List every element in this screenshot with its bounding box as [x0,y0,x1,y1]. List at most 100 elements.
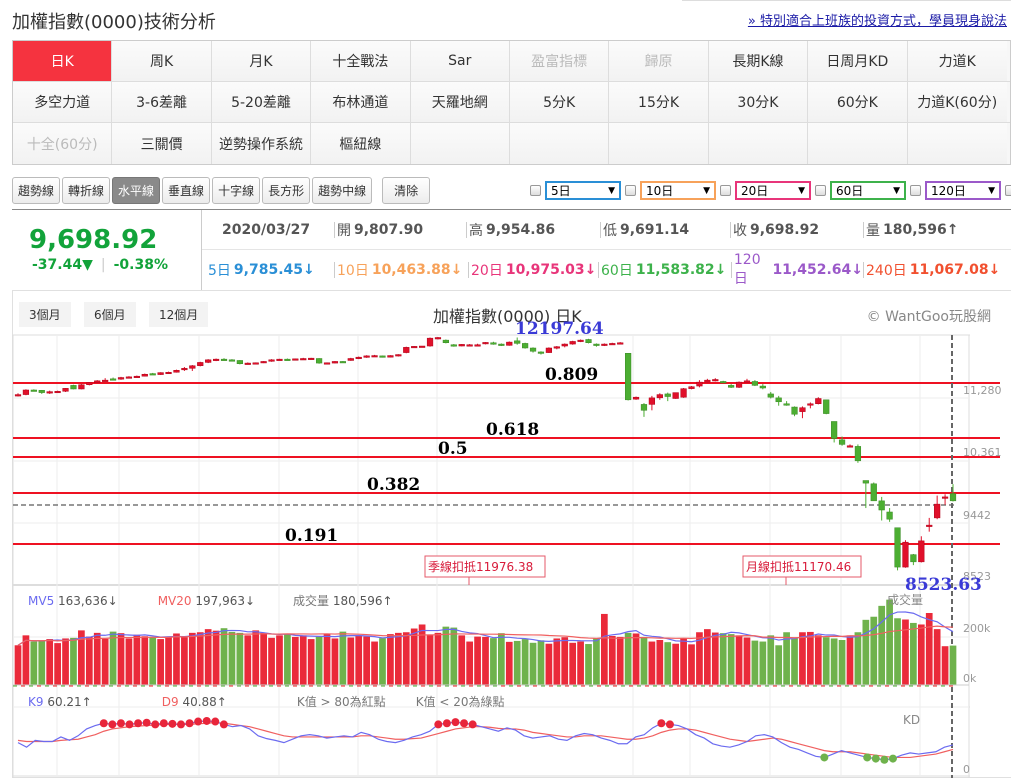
ma-period-select[interactable]: 120日 ▼ [925,181,1001,200]
ma-option: 240日▼ [1005,181,1011,200]
ma-value: 11,452.64↓ [772,262,863,278]
ma-checkbox[interactable] [720,185,731,196]
nav-tab[interactable]: 日K [13,41,113,81]
ohlcv-cell: 收 9,698.92 [730,220,863,240]
dropdown-arrow-icon: ▼ [893,185,900,196]
nav-empty-cell [509,123,610,164]
ohlcv-cell: 量 180,596↑ [863,220,995,240]
ma-value: 11,583.82↓ [635,262,727,278]
period-button[interactable]: 6個月 [84,302,136,327]
clear-button[interactable]: 清除 [382,177,431,204]
ohlcv-value: 9,698.92 [750,221,820,238]
ma-label: 60日 [601,263,633,279]
nav-tab[interactable]: 十全(60分) [13,123,113,164]
ohlcv-value: 9,691.14 [620,221,690,238]
indicator-tab-grid: 日K 周K 月K 十全戰法 Sar 盈富指標 歸原 長期K線 日周月KD 力道K 多空力道 3-6差離… [12,40,1011,165]
ma-checkbox[interactable] [815,185,826,196]
drawing-tool-button[interactable]: 水平線 [112,177,161,204]
ma-period-select[interactable]: 10日 ▼ [640,181,716,200]
quote-panel: 9,698.92 -37.44▼ | -0.38% 2020/03/27 開 9,80… [12,209,1011,290]
ma-option: 10日 ▼ [625,181,716,200]
nav-tab[interactable]: 樞紐線 [311,123,411,164]
ma-checkbox[interactable] [530,185,541,196]
nav-empty-cell [907,123,1007,164]
divider [598,262,599,278]
nav-tab[interactable]: 15分K [609,82,709,122]
nav-tab[interactable]: 布林通道 [311,82,411,122]
quote-summary: 9,698.92 -37.44▼ | -0.38% [12,210,202,290]
ma-checkbox[interactable] [910,185,921,196]
nav-tab[interactable]: 5分K [509,82,610,122]
drawing-tool-button[interactable]: 長方形 [262,177,311,204]
nav-empty-cell [410,123,510,164]
ma-option: 5日 ▼ [530,181,621,200]
nav-tab[interactable]: 盈富指標 [509,41,610,81]
ohlcv-value: 9,954.86 [486,221,556,238]
divider [334,262,335,278]
ohlcv-cell: 開 9,807.90 [334,220,466,240]
nav-tab[interactable]: Sar [410,41,510,81]
drawing-tool-button[interactable]: 十字線 [212,177,261,204]
nav-tab[interactable]: 60分K [808,82,908,122]
ma-label: 240日 [866,263,907,279]
ohlcv-cell: 低 9,691.14 [600,220,730,240]
period-button[interactable]: 3個月 [19,302,71,327]
current-price: 9,698.92 [29,225,158,255]
ohlcv-label: 量 [866,222,880,239]
nav-tab[interactable]: 歸原 [609,41,709,81]
moving-average-row: 5日 9,785.45↓ 10日 10,463.88↓ 20日 10,975.03↓ 60日… [202,250,1011,290]
ma-checkbox[interactable] [1005,185,1011,196]
nav-tab[interactable]: 逆勢操作系統 [211,123,312,164]
nav-tab[interactable]: 多空力道 [13,82,113,122]
nav-row: 十全(60分) 三關價 逆勢操作系統 樞紐線 [13,123,1010,164]
drawing-tool-button[interactable]: 趨勢中線 [312,177,373,204]
ma-value-cell: 240日 11,067.08↓ [863,260,1003,280]
ohlcv-cell: 高 9,954.86 [466,220,600,240]
nav-tab[interactable]: 日周月KD [808,41,908,81]
drawing-tool-button[interactable]: 轉折線 [62,177,111,204]
drawing-tool-button[interactable]: 趨勢線 [12,177,61,204]
nav-tab[interactable]: 十全戰法 [311,41,411,81]
ma-period-select[interactable]: 60日 ▼ [830,181,906,200]
change-percent: -0.38% [113,257,168,273]
divider [863,262,864,278]
nav-empty-cell [808,123,908,164]
nav-tab[interactable]: 月K [211,41,312,81]
nav-tab[interactable]: 5-20差離 [211,82,312,122]
nav-tab[interactable]: 三關價 [112,123,212,164]
nav-tab[interactable]: 力道K(60分) [907,82,1007,122]
ohlcv-value: 180,596↑ [883,221,959,238]
nav-tab[interactable]: 周K [112,41,212,81]
ma-option: 60日 ▼ [815,181,906,200]
ma-period-select[interactable]: 20日 ▼ [735,181,811,200]
ma-label: 120日 [733,252,761,287]
dropdown-arrow-icon: ▼ [798,185,805,196]
ma-select-value: 20日 [741,184,769,198]
ma-checkbox[interactable] [625,185,636,196]
dropdown-arrow-icon: ▼ [608,185,615,196]
nav-tab[interactable]: 長期K線 [708,41,809,81]
divider [863,221,864,238]
ma-value: 11,067.08↓ [909,262,1001,278]
nav-tab[interactable]: 天羅地網 [410,82,510,122]
promo-link[interactable]: » 特別適合上班族的投資方式，學員現身說法 [747,14,1007,29]
ma-label: 20日 [471,263,503,279]
ma-value-cell: 60日 11,583.82↓ [598,260,731,280]
ma-select-value: 5日 [551,184,571,198]
nav-tab[interactable]: 力道K [907,41,1007,81]
ohlcv-label: 收 [733,222,747,239]
drawing-tool-button[interactable]: 垂直線 [162,177,211,204]
ma-period-select[interactable]: 5日 ▼ [545,181,621,200]
period-button[interactable]: 12個月 [149,302,209,327]
nav-tab[interactable]: 30分K [708,82,809,122]
nav-tab[interactable]: 3-6差離 [112,82,212,122]
ohlcv-label: 低 [603,222,617,239]
header-divider [682,0,1011,2]
ohlcv-label: 高 [469,222,483,239]
page-title: 加權指數(0000)技術分析 [12,12,216,33]
ma-value-cell: 20日 10,975.03↓ [468,260,598,280]
moving-average-selectors: 5日 ▼ 10日 ▼ 20日 ▼ 60日 ▼ 120日 ▼ 240日▼ [530,181,1011,200]
ma-option: 20日 ▼ [720,181,811,200]
ohlcv-label: 開 [337,222,351,239]
ohlcv-value: 9,807.90 [354,221,424,238]
